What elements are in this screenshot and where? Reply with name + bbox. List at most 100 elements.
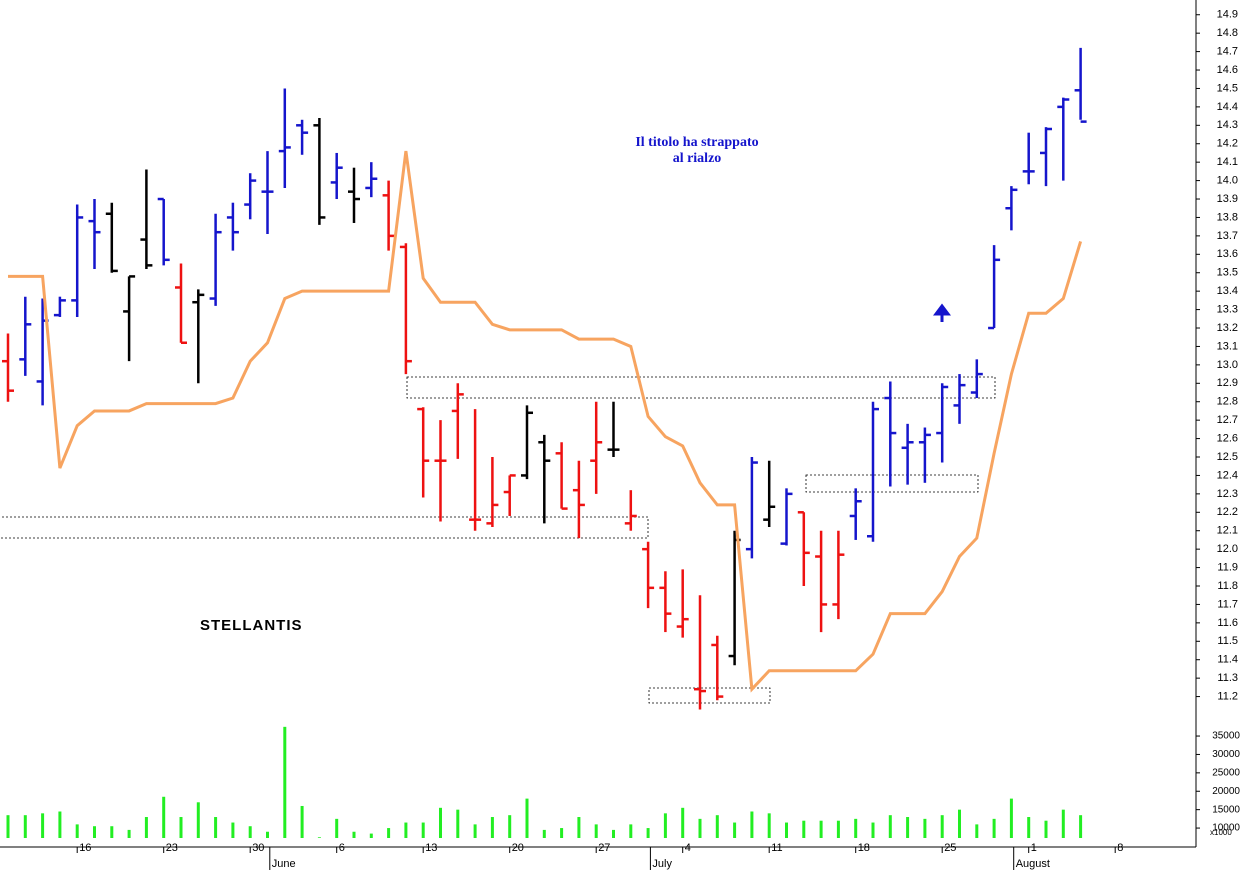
volume-bar — [681, 807, 685, 838]
month-label: July — [652, 858, 672, 870]
month-label: August — [1016, 858, 1050, 870]
volume-bar — [387, 828, 391, 838]
y-tick-label: 11.4 — [1217, 654, 1238, 666]
y-tick-label: 11.6 — [1217, 617, 1238, 629]
volume-bar — [646, 828, 650, 838]
volume-bar — [819, 820, 823, 838]
y-tick-label: 12.0 — [1217, 543, 1238, 555]
volume-bar — [283, 726, 287, 838]
y-tick-label: 12.3 — [1217, 488, 1238, 500]
volume-bar — [369, 833, 373, 838]
volume-bar — [248, 826, 252, 838]
volume-bar — [940, 815, 944, 838]
y-tick-label: 14.9 — [1217, 9, 1238, 21]
x-tick-label: 30 — [252, 842, 264, 854]
volume-bar — [41, 813, 45, 838]
y-tick-label: 14.0 — [1217, 174, 1238, 186]
x-tick-label: 16 — [79, 842, 91, 854]
y-tick-label: 11.8 — [1217, 580, 1238, 592]
volume-bar — [179, 817, 183, 838]
y-tick-label: 14.3 — [1217, 119, 1238, 131]
volume-bar — [266, 831, 269, 838]
x-tick-label: 11 — [771, 842, 782, 854]
y-tick-label: 14.2 — [1217, 138, 1238, 150]
x-tick-label: 20 — [512, 842, 524, 854]
volume-bar — [836, 820, 840, 838]
resistance-zone — [406, 376, 996, 399]
x-tick-label: 13 — [425, 842, 437, 854]
volume-tick-label: 10000 — [1212, 823, 1240, 834]
gap-zone — [805, 474, 979, 493]
y-tick-label: 12.6 — [1217, 432, 1238, 444]
volume-bar — [525, 798, 529, 838]
volume-tick-label: 30000 — [1212, 749, 1240, 760]
y-tick-label: 14.1 — [1217, 156, 1238, 168]
volume-bar — [1009, 798, 1013, 838]
volume-bar — [785, 822, 788, 838]
volume-bar — [508, 815, 512, 838]
volume-bar — [975, 824, 979, 838]
y-tick-label: 13.1 — [1217, 340, 1238, 352]
volume-bar — [629, 824, 633, 838]
volume-bar — [698, 818, 702, 838]
y-tick-label: 13.3 — [1217, 303, 1238, 315]
y-tick-label: 13.6 — [1217, 248, 1238, 260]
volume-bar — [352, 831, 356, 838]
volume-bar — [317, 837, 321, 838]
volume-bar — [75, 824, 79, 838]
y-tick-label: 11.5 — [1217, 635, 1238, 647]
y-tick-label: 11.3 — [1217, 672, 1238, 684]
y-tick-label: 12.7 — [1217, 414, 1238, 426]
x-tick-label: 18 — [858, 842, 870, 854]
volume-bar — [231, 822, 235, 838]
volume-bar — [456, 809, 460, 838]
volume-bar — [906, 817, 910, 838]
y-tick-label: 13.5 — [1217, 267, 1238, 279]
volume-bar — [560, 828, 564, 838]
y-tick-label: 12.9 — [1217, 377, 1238, 389]
volume-bar — [300, 805, 304, 838]
y-tick-label: 13.2 — [1217, 322, 1238, 334]
stock-name: STELLANTIS — [200, 617, 303, 634]
volume-bar — [6, 815, 10, 838]
volume-bar — [542, 829, 546, 838]
volume-bar — [93, 826, 96, 838]
low-zone — [648, 687, 771, 704]
volume-bar — [1079, 815, 1083, 838]
y-tick-label: 13.7 — [1217, 230, 1238, 242]
x-tick-label: 4 — [685, 842, 691, 854]
x-tick-label: 1 — [1031, 842, 1037, 854]
x-tick-label: 23 — [166, 842, 178, 854]
volume-bar — [214, 817, 218, 838]
volume-bar — [577, 817, 581, 838]
volume-unit: x1000 — [1210, 828, 1232, 837]
up-arrow — [933, 303, 951, 322]
x-tick-label: 25 — [944, 842, 956, 854]
x-tick-label: 6 — [339, 842, 345, 854]
y-tick-label: 14.8 — [1217, 27, 1238, 39]
volume-bar — [127, 829, 131, 838]
volume-bar — [473, 824, 477, 838]
y-tick-label: 12.1 — [1217, 525, 1238, 537]
volume-bar — [958, 809, 961, 838]
volume-tick-label: 25000 — [1212, 767, 1240, 778]
volume-bar — [750, 811, 754, 838]
volume-bar — [439, 807, 442, 838]
volume-bar — [733, 822, 737, 838]
y-tick-label: 11.7 — [1217, 598, 1238, 610]
volume-tick-label: 20000 — [1212, 786, 1240, 797]
annotation: al rialzo — [673, 151, 722, 166]
volume-bar — [888, 815, 892, 838]
y-tick-label: 14.6 — [1217, 64, 1238, 76]
annotation: Il titolo ha strappato — [635, 135, 758, 150]
volume-bar — [992, 818, 996, 838]
volume-bar — [871, 822, 875, 838]
volume-bar — [490, 817, 494, 838]
y-tick-label: 11.2 — [1217, 690, 1238, 702]
volume-bar — [421, 822, 425, 838]
y-tick-label: 12.5 — [1217, 451, 1238, 463]
y-tick-label: 11.9 — [1217, 561, 1238, 573]
volume-bar — [1027, 817, 1031, 838]
